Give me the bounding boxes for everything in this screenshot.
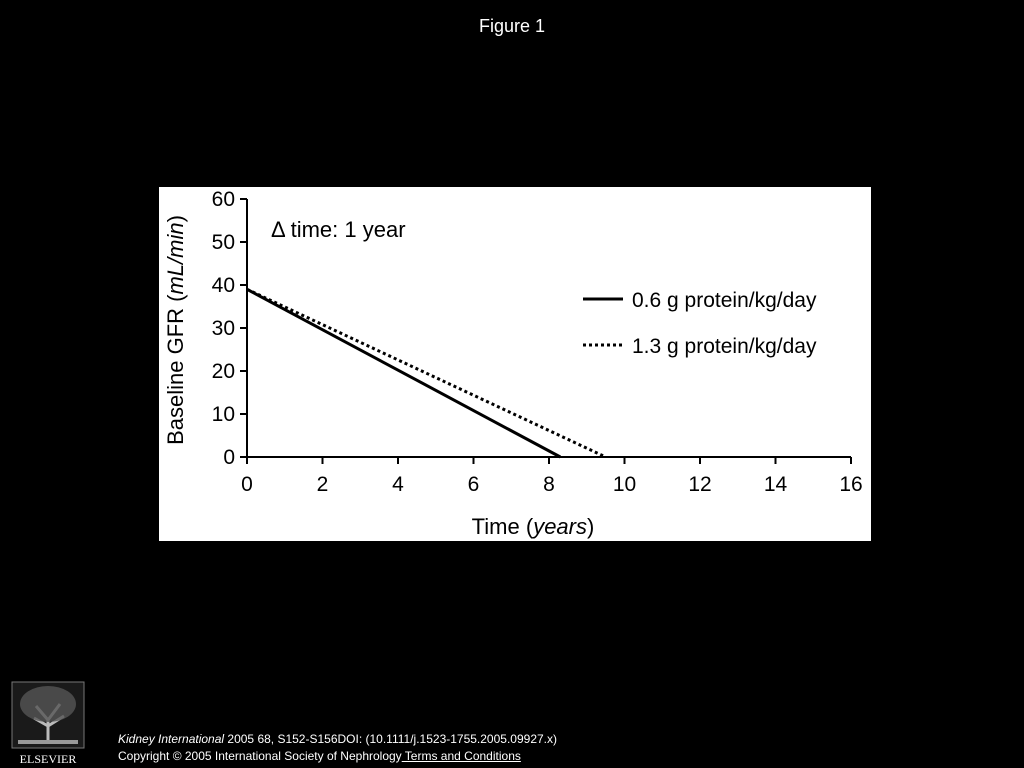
tree-canopy-icon <box>20 686 76 722</box>
y-tick-label: 30 <box>212 317 235 340</box>
x-tick-label: 14 <box>764 473 788 496</box>
copyright-text: Copyright © 2005 International Society o… <box>118 749 402 763</box>
citation-details: 2005 68, S152-S156DOI: (10.1111/j.1523-1… <box>224 732 557 746</box>
citation: Kidney International 2005 68, S152-S156D… <box>118 731 557 747</box>
x-tick-label: 2 <box>317 473 329 496</box>
chart-legend: 0.6 g protein/kg/day 1.3 g protein/kg/da… <box>583 289 817 358</box>
x-tick-label: 8 <box>543 473 555 496</box>
chart-ticks: 0 2 4 6 8 10 12 14 16 0 10 20 30 40 50 60 <box>212 188 863 496</box>
y-tick-label: 10 <box>212 403 235 426</box>
x-tick-label: 4 <box>392 473 404 496</box>
y-tick-label: 60 <box>212 188 235 211</box>
y-tick-label: 40 <box>212 274 235 297</box>
journal-name: Kidney International <box>118 732 225 746</box>
terms-and-conditions-link[interactable]: Terms and Conditions <box>401 749 521 763</box>
tree-ground <box>18 740 78 744</box>
elsevier-wordmark: ELSEVIER <box>20 752 77 766</box>
x-tick-label: 10 <box>613 473 636 496</box>
y-axis-label: Baseline GFR (mL/min) <box>163 215 188 445</box>
x-tick-label: 16 <box>839 473 862 496</box>
line-chart: 0 2 4 6 8 10 12 14 16 0 10 20 30 40 50 60 Δ time: 1 yea… <box>163 188 863 539</box>
copyright: Copyright © 2005 International Society o… <box>118 748 521 764</box>
legend-label-solid: 0.6 g protein/kg/day <box>632 289 817 312</box>
chart-series <box>246 287 607 459</box>
x-tick-label: 12 <box>688 473 711 496</box>
x-tick-label: 6 <box>468 473 480 496</box>
y-tick-label: 20 <box>212 360 235 383</box>
x-tick-label: 0 <box>241 473 253 496</box>
series-line-solid <box>246 287 562 459</box>
delta-time-annotation: Δ time: 1 year <box>271 217 406 242</box>
slide-title: Figure 1 <box>478 16 546 36</box>
series-line-dotted <box>246 287 607 459</box>
x-axis-label: Time (years) <box>472 514 595 539</box>
elsevier-logo: ELSEVIER <box>11 681 85 766</box>
y-tick-label: 0 <box>223 446 235 469</box>
legend-label-dotted: 1.3 g protein/kg/day <box>632 335 817 358</box>
chart-panel: 0 2 4 6 8 10 12 14 16 0 10 20 30 40 50 60 Δ time: 1 yea… <box>159 187 871 541</box>
y-tick-label: 50 <box>212 231 235 254</box>
